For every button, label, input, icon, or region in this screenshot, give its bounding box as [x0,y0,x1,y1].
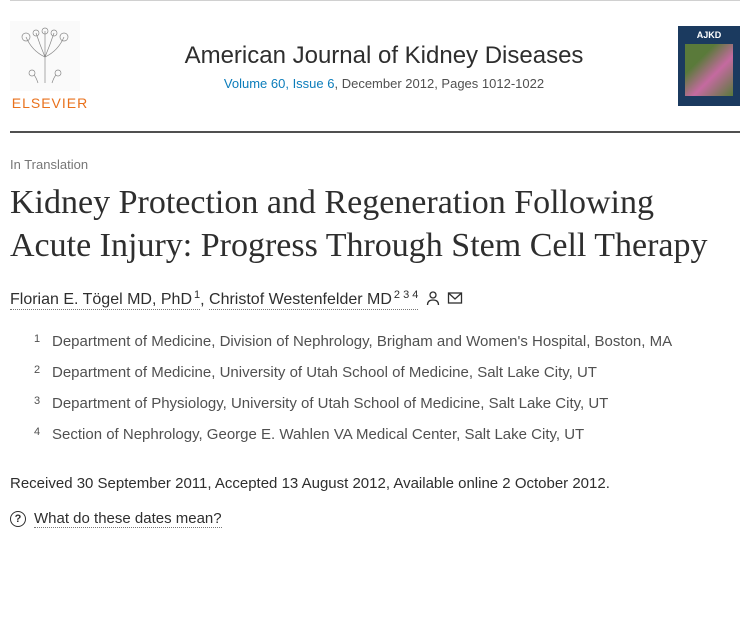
author-2-affil-sup: 2 3 4 [392,289,418,301]
affiliation-4: 4Section of Nephrology, George E. Wahlen… [34,424,740,445]
publisher-name: ELSEVIER [10,95,90,111]
author-2[interactable]: Christof Westenfelder MD2 3 4 [209,291,418,310]
author-1-name: Florian E. Tögel MD, PhD [10,291,192,308]
issue-rest: , December 2012, Pages 1012-1022 [334,76,544,91]
affiliation-2: 2Department of Medicine, University of U… [34,362,740,383]
dates-help-row[interactable]: ? What do these dates mean? [0,510,750,540]
help-icon: ? [10,511,26,527]
journal-title[interactable]: American Journal of Kidney Diseases [90,42,678,70]
journal-issue-meta: Volume 60, Issue 6, December 2012, Pages… [90,76,678,91]
journal-cover-image [685,44,733,96]
author-2-name: Christof Westenfelder MD [209,291,392,308]
affiliation-3: 3Department of Physiology, University of… [34,393,740,414]
header-row: ELSEVIER American Journal of Kidney Dise… [0,21,750,131]
affiliation-list: 1Department of Medicine, Division of Nep… [0,331,750,475]
article-title: Kidney Protection and Regeneration Follo… [0,182,750,289]
person-icon[interactable] [425,290,441,306]
journal-cover[interactable]: AJKD [678,26,740,106]
journal-info: American Journal of Kidney Diseases Volu… [90,42,678,91]
mail-icon[interactable] [447,290,463,306]
author-list: Florian E. Tögel MD, PhD1, Christof West… [0,289,750,331]
affiliation-1: 1Department of Medicine, Division of Nep… [34,331,740,352]
author-1[interactable]: Florian E. Tögel MD, PhD1 [10,291,200,310]
section-label: In Translation [0,157,750,182]
author-icons [423,291,463,308]
journal-cover-label: AJKD [697,30,722,40]
dates-help-text: What do these dates mean? [34,510,222,528]
publisher-logo[interactable]: ELSEVIER [10,21,90,111]
author-1-affil-sup: 1 [192,289,200,301]
top-divider [10,0,740,1]
article-dates: Received 30 September 2011, Accepted 13 … [0,475,750,510]
header-divider [10,131,740,133]
issue-link[interactable]: Volume 60, Issue 6 [224,76,335,91]
elsevier-tree-icon [10,21,80,91]
